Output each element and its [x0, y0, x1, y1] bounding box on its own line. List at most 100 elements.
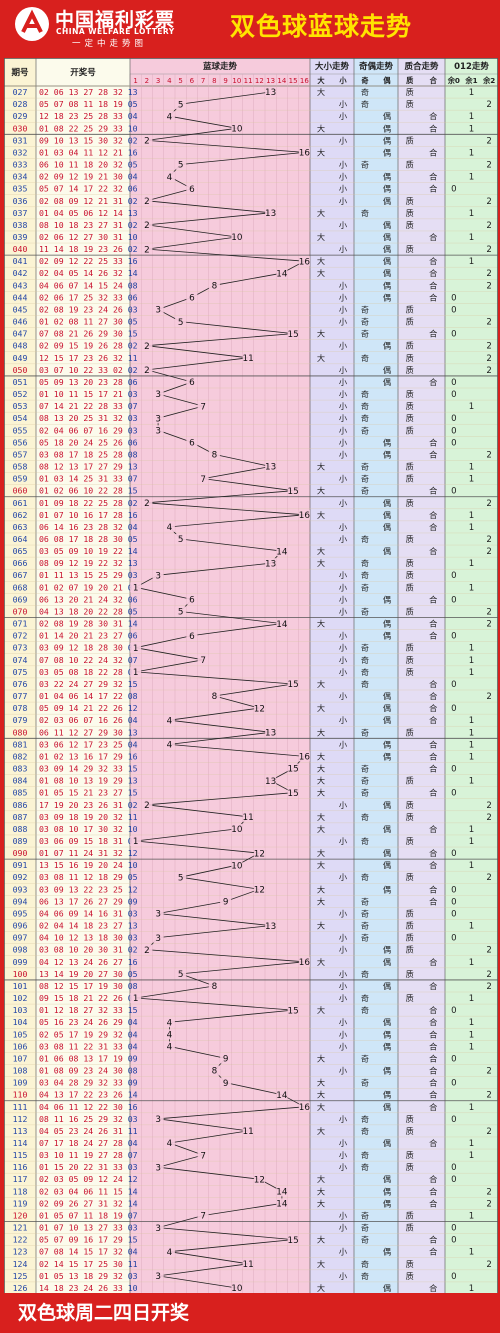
red-balls: 05 07 09 16 17 29	[39, 1235, 128, 1245]
red-balls: 04 06 11 12 22 30	[39, 1102, 128, 1112]
numbers-cell: 02 06 12 27 30 31 10	[39, 232, 138, 242]
mod-mark: 1	[469, 257, 474, 267]
red-balls: 02 06 12 27 30 31	[39, 232, 128, 242]
period-cell: 039	[13, 232, 28, 242]
period-cell: 036	[13, 196, 28, 206]
prime-mark: 合	[429, 123, 437, 133]
blue-point-bg	[175, 316, 187, 327]
blue-point-label: 1	[133, 668, 139, 678]
size-subheader: 小	[338, 76, 347, 85]
period-cell: 077	[13, 691, 28, 701]
period-cell: 092	[13, 872, 28, 882]
blue-ball: 03	[128, 1271, 138, 1281]
red-balls: 04 13 18 20 22 28	[39, 606, 128, 616]
blue-point-bg	[163, 739, 175, 750]
blue-point-bg	[141, 340, 153, 351]
blue-ball: 15	[128, 764, 138, 774]
period-cell: 031	[13, 135, 28, 145]
mod-mark: 0	[451, 1163, 456, 1173]
numbers-cell: 02 08 09 12 21 31 02	[39, 196, 138, 206]
parity-mark: 偶	[383, 437, 391, 447]
red-balls: 01 03 04 11 12 21	[39, 147, 128, 157]
red-balls: 17 19 20 23 26 31	[39, 800, 128, 810]
parity-mark: 奇	[361, 486, 369, 496]
numbers-cell: 12 18 23 25 28 33 04	[39, 111, 138, 121]
period-cell: 088	[13, 824, 28, 834]
prime-mark: 质	[406, 800, 414, 810]
numbers-cell: 01 05 15 21 23 27 15	[39, 788, 138, 798]
size-mark: 大	[317, 751, 325, 761]
red-balls: 01 02 07 19 20 21	[39, 582, 128, 592]
prime-mark: 合	[429, 691, 437, 701]
blue-ball: 04	[128, 1247, 138, 1257]
blue-point-label: 2	[144, 245, 150, 255]
period-cell: 040	[13, 244, 28, 254]
red-balls: 01 05 15 21 23 27	[39, 788, 128, 798]
period-cell: 091	[13, 860, 28, 870]
blue-point-label: 14	[276, 1188, 288, 1198]
blue-point-label: 3	[155, 1224, 161, 1234]
blue-point-label: 13	[265, 777, 276, 787]
parity-mark: 奇	[361, 764, 369, 774]
mod-mark: 2	[486, 221, 491, 231]
mod-mark: 2	[486, 970, 491, 980]
red-balls: 02 03 06 07 16 26	[39, 715, 128, 725]
blue-point-bg	[130, 836, 142, 846]
numbers-cell: 05 18 20 24 25 26 06	[39, 437, 138, 447]
period-cell: 027	[13, 87, 28, 97]
blue-ball: 03	[128, 425, 138, 435]
blue-ball: 03	[128, 1114, 138, 1124]
numbers-cell: 01 11 13 15 25 29 03	[39, 570, 138, 580]
prime-mark: 质	[406, 945, 414, 955]
prime-mark: 合	[429, 981, 437, 991]
prime-mark: 质	[406, 317, 414, 327]
numbers-cell: 02 04 06 07 16 29 03	[39, 425, 138, 435]
mod-mark: 1	[469, 1042, 474, 1052]
numbers-cell: 02 08 19 23 24 26 03	[39, 304, 138, 314]
blue-point-bg	[253, 1174, 265, 1185]
mod-mark: 2	[486, 499, 491, 509]
blue-ball: 05	[128, 606, 138, 616]
prime-mark: 质	[406, 582, 414, 592]
blue-point-bg	[163, 1041, 175, 1052]
prime-mark: 质	[406, 1126, 414, 1136]
numbers-cell: 08 12 15 17 19 30 08	[39, 981, 138, 991]
period-cell: 059	[13, 474, 28, 484]
parity-mark: 偶	[383, 1066, 391, 1076]
blue-ball: 15	[128, 1005, 138, 1015]
blue-ball: 04	[128, 1017, 138, 1027]
prime-mark: 合	[429, 715, 437, 725]
mod-mark: 1	[469, 922, 474, 932]
mod-mark: 0	[451, 378, 456, 388]
parity-mark: 偶	[383, 365, 391, 375]
blue-point-label: 10	[231, 1284, 243, 1293]
mod-mark: 2	[486, 873, 491, 883]
mod-mark: 1	[469, 1151, 474, 1161]
blue-point-bg	[141, 799, 153, 810]
mod-mark: 0	[451, 438, 456, 448]
mod-mark: 1	[469, 716, 474, 726]
parity-mark: 偶	[383, 232, 391, 242]
size-mark: 大	[317, 884, 325, 894]
blue-ball: 13	[128, 462, 138, 472]
blue-point-bg	[163, 1029, 175, 1040]
mod-mark: 2	[486, 620, 491, 630]
blue-ball: 06	[128, 437, 138, 447]
mod-mark: 1	[469, 523, 474, 533]
red-balls: 03 10 11 19 27 28	[39, 1150, 128, 1160]
size-mark: 小	[339, 582, 347, 592]
mod-mark: 0	[451, 1175, 456, 1185]
red-balls: 06 11 12 27 29 30	[39, 727, 128, 737]
size-mark: 大	[317, 788, 325, 798]
prime-mark: 合	[429, 329, 437, 339]
parity-mark: 奇	[361, 908, 369, 918]
blue-point-bg	[265, 87, 277, 98]
mod-mark: 2	[486, 535, 491, 545]
blue-tick-label: 5	[178, 77, 182, 85]
blue-point-bg	[208, 280, 220, 291]
blue-ball: 04	[128, 1029, 138, 1039]
blue-point-bg	[130, 666, 142, 677]
period-cell: 071	[13, 619, 28, 629]
mod-mark: 2	[486, 946, 491, 956]
size-mark: 小	[339, 172, 347, 182]
